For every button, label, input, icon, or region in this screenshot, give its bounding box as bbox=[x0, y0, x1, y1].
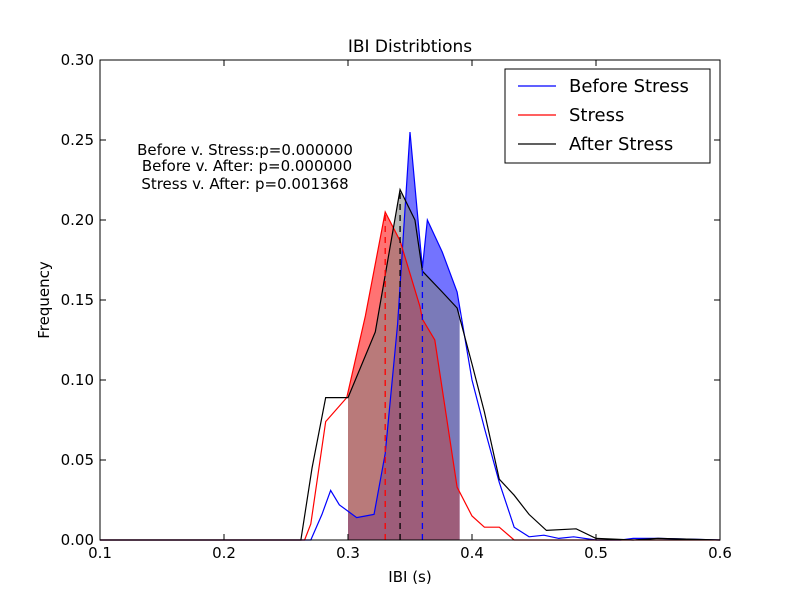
x-tick-label: 0.4 bbox=[460, 544, 484, 562]
x-tick-label: 0.2 bbox=[212, 544, 236, 562]
legend-label-stress: Stress bbox=[569, 105, 624, 126]
annotation-stress-vs-after: Stress v. After: p=0.001368 bbox=[141, 175, 348, 193]
series-line-before-stress bbox=[100, 131, 721, 541]
x-axis-label: IBI (s) bbox=[388, 568, 431, 586]
y-axis-label: Frequency bbox=[35, 261, 53, 339]
series-lines bbox=[100, 131, 721, 541]
series-fills bbox=[348, 132, 460, 540]
y-tick-label: 0.05 bbox=[61, 451, 94, 469]
y-tick-label: 0.10 bbox=[61, 371, 94, 389]
series-line-after-stress bbox=[100, 187, 721, 541]
series-mean-markers bbox=[384, 189, 424, 540]
annotation-before-vs-after: Before v. After: p=0.000000 bbox=[142, 157, 352, 175]
annotation-before-vs-stress: Before v. Stress:p=0.000000 bbox=[137, 141, 353, 159]
legend-label-after-stress: After Stress bbox=[569, 134, 673, 155]
x-tick-label: 0.5 bbox=[584, 544, 608, 562]
axis-ticks: 0.1 0.2 0.3 0.4 0.5 0.6 0.00 0.05 0.10 0.15 0.20 0.… bbox=[61, 51, 732, 562]
y-tick-label: 0.25 bbox=[61, 131, 94, 149]
chart-title: IBI Distribtions bbox=[348, 37, 472, 57]
y-tick-label: 0.15 bbox=[61, 291, 94, 309]
annotation-block: Before v. Stress:p=0.000000 Before v. Af… bbox=[137, 141, 353, 193]
x-tick-label: 0.3 bbox=[336, 544, 360, 562]
series-line-stress bbox=[100, 210, 720, 541]
x-tick-label: 0.1 bbox=[88, 544, 112, 562]
x-tick-label: 0.6 bbox=[708, 544, 732, 562]
legend: Before Stress Stress After Stress bbox=[504, 68, 711, 164]
y-tick-label: 0.30 bbox=[61, 51, 94, 69]
y-tick-label: 0.20 bbox=[61, 211, 94, 229]
legend-label-before-stress: Before Stress bbox=[569, 76, 689, 97]
legend-box bbox=[504, 68, 711, 164]
y-tick-label: 0.00 bbox=[61, 531, 94, 549]
fill-area-after-stress bbox=[348, 189, 460, 540]
